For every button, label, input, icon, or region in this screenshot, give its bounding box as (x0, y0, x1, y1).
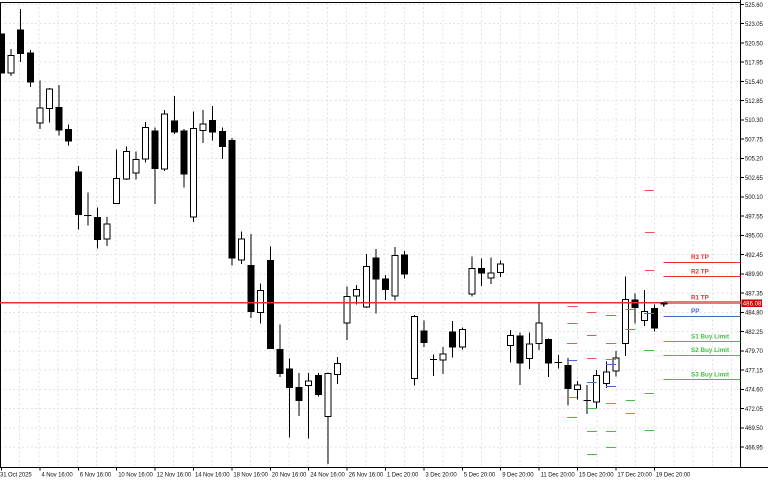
svg-text:31 Oct 2025: 31 Oct 2025 (0, 473, 32, 479)
svg-text:PP: PP (691, 308, 699, 315)
svg-text:489.90: 489.90 (745, 272, 764, 278)
svg-text:11 Dec 20:00: 11 Dec 20:00 (541, 473, 576, 479)
svg-text:477.15: 477.15 (745, 368, 764, 374)
svg-text:S2 Buy Limit: S2 Buy Limit (691, 347, 730, 354)
svg-text:484.80: 484.80 (745, 311, 764, 317)
svg-text:472.05: 472.05 (745, 407, 764, 413)
svg-text:19 Dec 20:00: 19 Dec 20:00 (656, 473, 691, 479)
svg-text:5 Dec 20:00: 5 Dec 20:00 (464, 473, 496, 479)
svg-text:20 Nov 16:00: 20 Nov 16:00 (272, 473, 307, 479)
svg-text:523.05: 523.05 (745, 22, 764, 28)
svg-text:15 Dec 20:00: 15 Dec 20:00 (579, 473, 614, 479)
svg-text:17 Dec 20:00: 17 Dec 20:00 (617, 473, 652, 479)
svg-text:474.60: 474.60 (745, 388, 764, 394)
svg-text:502.65: 502.65 (745, 176, 764, 182)
svg-text:S1 Buy Limit: S1 Buy Limit (691, 334, 730, 341)
svg-text:24 Nov 16:00: 24 Nov 16:00 (310, 473, 345, 479)
svg-text:14 Nov 16:00: 14 Nov 16:00 (195, 473, 230, 479)
svg-text:6 Nov 16:00: 6 Nov 16:00 (80, 473, 112, 479)
svg-text:500.10: 500.10 (745, 195, 764, 201)
svg-text:479.70: 479.70 (745, 349, 764, 355)
svg-text:505.20: 505.20 (745, 157, 764, 163)
svg-text:507.75: 507.75 (745, 138, 764, 144)
svg-text:12 Nov 16:00: 12 Nov 16:00 (157, 473, 192, 479)
svg-text:495.00: 495.00 (745, 234, 764, 240)
svg-text:486.08: 486.08 (743, 301, 762, 308)
svg-text:4 Nov 16:00: 4 Nov 16:00 (41, 473, 73, 479)
svg-text:482.25: 482.25 (745, 330, 764, 336)
svg-text:466.95: 466.95 (745, 445, 764, 451)
svg-text:R3 TP: R3 TP (691, 254, 709, 261)
svg-text:492.45: 492.45 (745, 253, 764, 259)
svg-text:497.55: 497.55 (745, 214, 764, 220)
svg-text:26 Nov 16:00: 26 Nov 16:00 (349, 473, 384, 479)
svg-text:9 Dec 20:00: 9 Dec 20:00 (502, 473, 534, 479)
svg-text:520.50: 520.50 (745, 41, 764, 47)
svg-text:525.60: 525.60 (745, 3, 764, 9)
svg-text:487.35: 487.35 (745, 291, 764, 297)
svg-text:515.40: 515.40 (745, 80, 764, 86)
svg-text:3 Dec 20:00: 3 Dec 20:00 (425, 473, 457, 479)
svg-text:512.85: 512.85 (745, 99, 764, 105)
svg-text:517.95: 517.95 (745, 61, 764, 67)
svg-text:R1 TP: R1 TP (691, 294, 709, 301)
svg-text:469.50: 469.50 (745, 426, 764, 432)
svg-text:18 Nov 16:00: 18 Nov 16:00 (233, 473, 268, 479)
svg-text:510.30: 510.30 (745, 118, 764, 124)
svg-text:10 Nov 16:00: 10 Nov 16:00 (118, 473, 153, 479)
svg-text:S3 Buy Limit: S3 Buy Limit (691, 372, 730, 379)
svg-text:1 Dec 20:00: 1 Dec 20:00 (387, 473, 419, 479)
svg-text:R2 TP: R2 TP (691, 269, 709, 276)
